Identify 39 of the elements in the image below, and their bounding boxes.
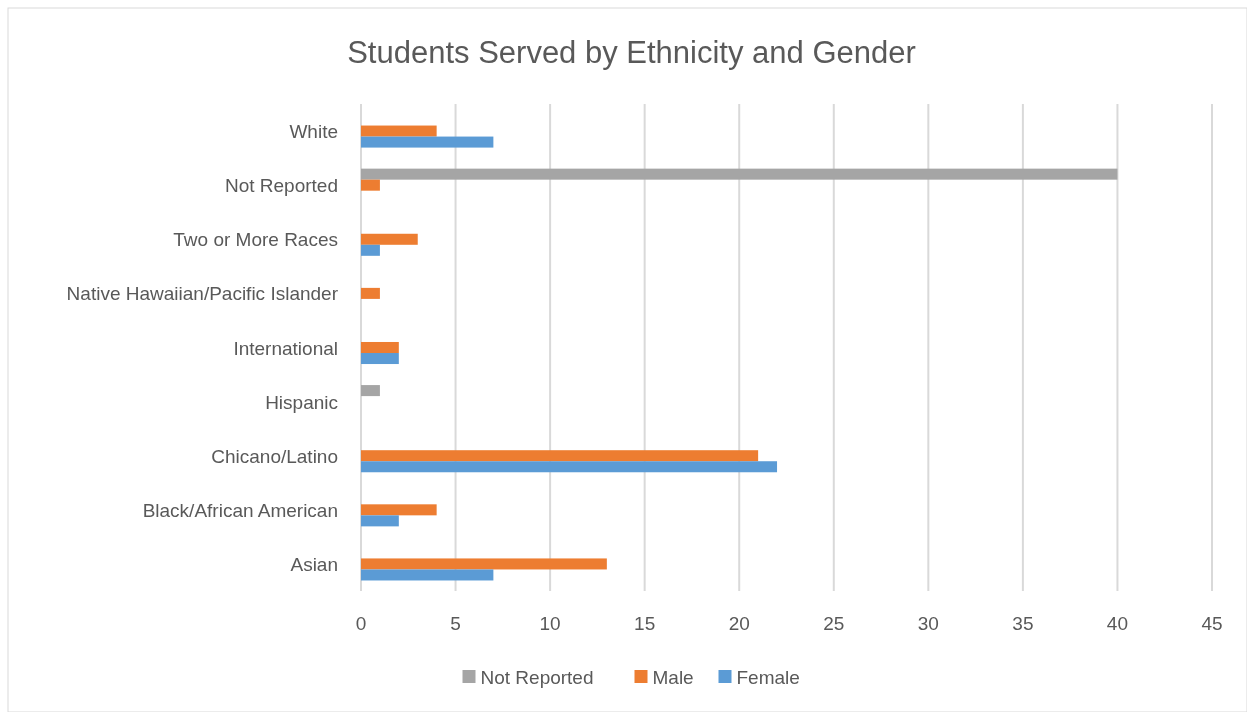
y-tick-label: White <box>289 121 338 143</box>
bar <box>361 233 418 245</box>
bar <box>361 504 437 516</box>
x-tick-label: 25 <box>823 613 845 634</box>
bar <box>361 179 380 191</box>
bar <box>361 515 399 527</box>
legend-label: Male <box>652 667 694 688</box>
x-tick-label: 0 <box>355 613 367 634</box>
bar <box>361 125 437 137</box>
y-tick-label: Native Hawaiian/Pacific Islander <box>66 283 339 305</box>
y-tick-label: Not Reported <box>224 175 338 197</box>
legend-label: Female <box>736 667 800 688</box>
bar <box>361 353 399 365</box>
x-tick-label: 20 <box>728 613 750 634</box>
y-tick-label: International <box>233 337 338 359</box>
x-tick-label: 35 <box>1012 613 1034 634</box>
bar <box>361 385 380 397</box>
bar <box>361 168 1118 180</box>
bar <box>361 341 399 354</box>
y-tick-label: Two or More Races <box>173 229 338 251</box>
y-tick-label: Chicano/Latino <box>211 445 338 467</box>
bar <box>361 287 380 299</box>
bar <box>361 569 494 581</box>
bar <box>361 461 778 473</box>
y-tick-label: Asian <box>290 553 338 575</box>
x-tick-label: 30 <box>917 613 939 634</box>
x-tick-label: 10 <box>539 613 561 634</box>
x-tick-label: 40 <box>1106 613 1129 634</box>
bar <box>361 558 607 570</box>
bar <box>361 450 759 462</box>
bar <box>361 244 380 256</box>
y-tick-label: Hispanic <box>265 391 338 413</box>
chart-title: Students Served by Ethnicity and Gender <box>347 35 916 70</box>
x-tick-label: 5 <box>450 613 461 634</box>
legend-label: Not Reported <box>480 667 594 688</box>
x-tick-label: 45 <box>1201 613 1223 634</box>
y-tick-label: Black/African American <box>142 499 338 521</box>
bar <box>361 136 494 148</box>
x-tick-label: 15 <box>634 613 656 634</box>
